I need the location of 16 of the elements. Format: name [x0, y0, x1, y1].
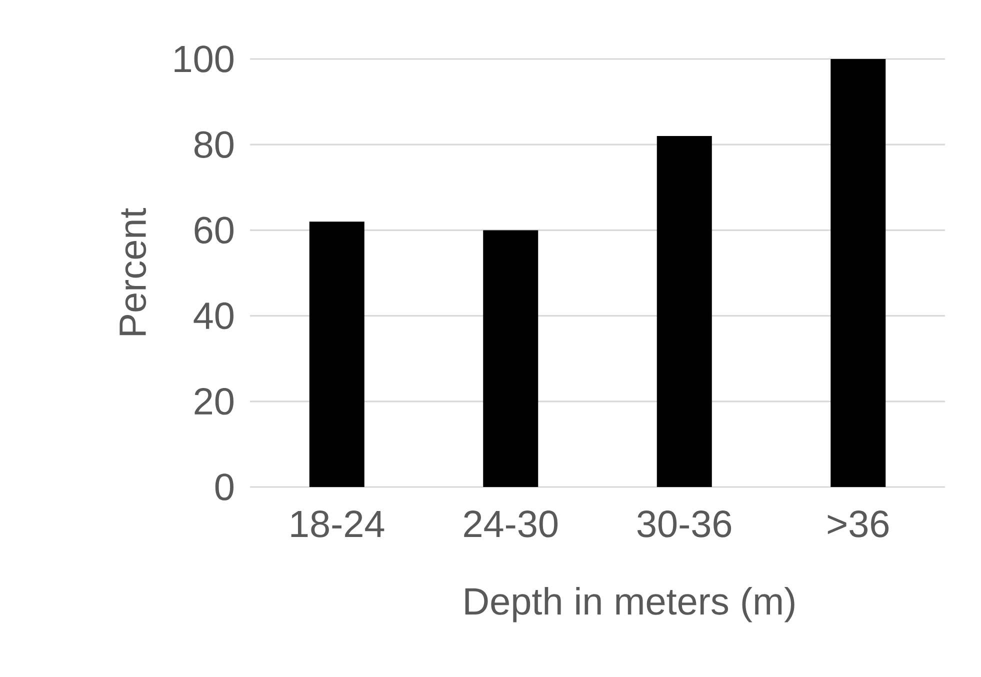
y-tick-label: 80 — [194, 131, 234, 158]
x-tick-label: 18-24 — [291, 510, 384, 538]
y-tick-label: 0 — [215, 474, 234, 500]
y-tick-label: 60 — [194, 216, 234, 244]
y-tick-label: 20 — [194, 388, 234, 415]
x-tick-label: 30-36 — [637, 510, 732, 538]
x-axis-title: Depth in meters (m) — [465, 587, 794, 622]
bar — [483, 230, 538, 487]
y-axis-title: Percent — [120, 208, 146, 336]
y-tick-label: 100 — [174, 46, 234, 72]
bar — [309, 222, 364, 487]
y-tick-label: 40 — [194, 302, 234, 330]
bar — [830, 58, 886, 487]
bar — [656, 136, 712, 487]
x-tick-label: 24-30 — [464, 510, 558, 538]
x-tick-label: >36 — [828, 510, 889, 538]
